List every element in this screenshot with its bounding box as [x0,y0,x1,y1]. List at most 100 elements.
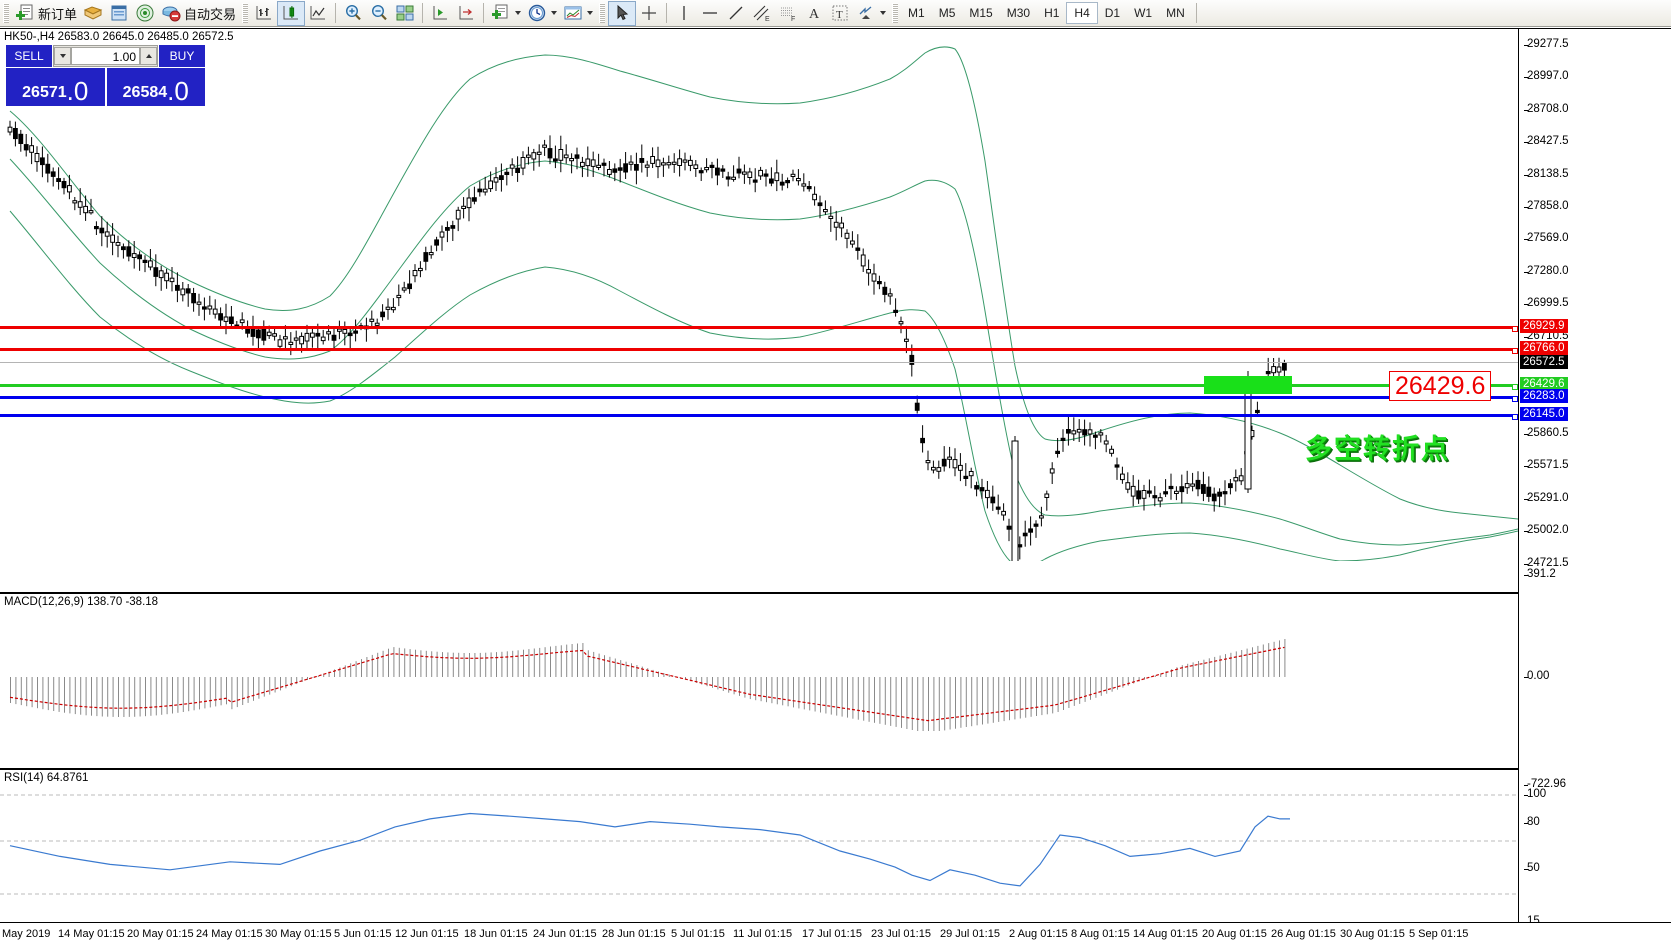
time-axis-label: 12 Jun 01:15 [395,928,459,940]
price-line-26283.0[interactable] [0,396,1518,399]
charts-button[interactable] [80,1,106,26]
text-label-icon: T [830,3,850,23]
autoscroll-button[interactable] [453,1,479,26]
timeframe-mn[interactable]: MN [1159,3,1192,23]
sell-button[interactable]: SELL [6,45,52,67]
buy-price-display[interactable]: 26584 .0 [107,68,206,106]
time-axis-label: 8 Aug 01:15 [1071,928,1130,940]
volume-input[interactable]: 1.00 [71,47,140,65]
buy-button[interactable]: BUY [159,45,205,67]
timeframe-m5[interactable]: M5 [932,3,963,23]
toolbar-grip-3[interactable] [599,3,605,23]
tile-windows-button[interactable] [392,1,418,26]
price-line-26929.9[interactable] [0,326,1518,329]
chevron-down-icon-4[interactable] [880,11,886,15]
time-axis-label: 24 May 01:15 [196,928,263,940]
sell-price-display[interactable]: 26571 .0 [6,68,105,106]
price-callout-label[interactable]: 26429.6 [1389,371,1491,401]
add-indicator-button[interactable] [488,1,524,26]
price-axis-label-26572.5[interactable]: 26572.5 [1520,355,1568,369]
equidistant-channel-button[interactable]: E [749,1,775,26]
price-line-handle[interactable] [1512,326,1518,332]
time-axis-label: 5 Sep 01:15 [1409,928,1468,940]
trendline-button[interactable] [723,1,749,26]
price-line-26766.0[interactable] [0,348,1518,351]
price-line-26572.5[interactable] [0,362,1518,363]
time-axis-label: 20 May 01:15 [127,928,194,940]
price-axis-label-26929.9[interactable]: 26929.9 [1520,319,1568,333]
line-chart-icon [308,3,328,23]
new-order-button[interactable]: 新订单 [12,1,80,26]
price-tick-26999.5: 26999.5 [1527,297,1569,309]
timeframe-h1[interactable]: H1 [1037,3,1066,23]
templates-button[interactable] [560,1,596,26]
horizontal-line-icon [700,3,720,23]
bar-chart-button[interactable] [251,1,277,26]
volume-stepper[interactable]: 1.00 [53,45,158,67]
chart-window[interactable]: HK50-,H4 26583.0 26645.0 26485.0 26572.5… [0,28,1671,949]
volume-increase-button[interactable] [140,47,157,65]
cursor-tool-button[interactable] [608,1,636,26]
time-axis-label: 28 Jun 01:15 [602,928,666,940]
oct-prices-row: 26571 .0 26584 .0 [6,68,205,106]
time-axis-label: 5 Jun 01:15 [334,928,392,940]
timeframe-h4[interactable]: H4 [1066,2,1097,24]
text-label-button[interactable]: T [827,1,853,26]
buy-price-decimal: .0 [167,78,189,104]
timeframe-m30[interactable]: M30 [1000,3,1037,23]
toolbar-grip-4[interactable] [892,3,898,23]
price-tick-28997.0: 28997.0 [1527,70,1569,82]
time-axis-label: 30 May 01:15 [265,928,332,940]
time-axis-label: 20 Aug 01:15 [1202,928,1267,940]
sell-price-decimal: .0 [67,78,89,104]
macd-signal-path [10,647,1284,720]
toolbar-separator-3 [483,3,484,23]
vertical-line-button[interactable] [671,1,697,26]
fibonacci-button[interactable]: F [775,1,801,26]
zoom-in-icon [343,3,363,23]
toolbar-grip-2[interactable] [242,3,248,23]
chinese-note-annotation[interactable]: 多空转折点 [1305,427,1450,466]
chevron-down-icon-3[interactable] [587,11,593,15]
price-axis-label-26283.0[interactable]: 26283.0 [1520,389,1568,403]
toolbar-grip[interactable] [3,3,9,23]
profiles-button[interactable] [106,1,132,26]
time-axis-label: 29 Jul 01:15 [940,928,1000,940]
chart-plot-area[interactable]: HK50-,H4 26583.0 26645.0 26485.0 26572.5… [0,29,1518,922]
line-chart-button[interactable] [305,1,331,26]
timeframe-m1[interactable]: M1 [901,3,932,23]
text-tool-button[interactable]: A [801,1,827,26]
time-axis-label: May 2019 [2,928,50,940]
zoom-out-button[interactable] [366,1,392,26]
price-axis-label-26766.0[interactable]: 26766.0 [1520,341,1568,355]
price-line-handle[interactable] [1512,414,1518,420]
timeframe-w1[interactable]: W1 [1127,3,1159,23]
periodicity-button[interactable] [524,1,560,26]
shift-chart-button[interactable] [427,1,453,26]
arrows-button[interactable] [853,1,889,26]
price-line-handle[interactable] [1512,384,1518,390]
market-watch-button[interactable] [132,1,158,26]
autotrade-button[interactable]: 自动交易 [158,1,239,26]
price-line-handle[interactable] [1512,396,1518,402]
candlestick-chart-button[interactable] [277,1,305,26]
price-axis-label-26145.0[interactable]: 26145.0 [1520,407,1568,421]
one-click-trading-panel[interactable]: SELL 1.00 BUY 26571 .0 [6,45,205,105]
volume-decrease-button[interactable] [54,47,71,65]
channel-icon: E [752,3,772,23]
zoom-in-button[interactable] [340,1,366,26]
chevron-down-icon[interactable] [515,11,521,15]
green-rectangle-annotation[interactable] [1204,376,1292,394]
price-tick-28427.5: 28427.5 [1527,135,1569,147]
crosshair-tool-button[interactable] [636,1,662,26]
timeframe-d1[interactable]: D1 [1098,3,1127,23]
time-axis-label: 30 Aug 01:15 [1340,928,1405,940]
price-line-handle[interactable] [1512,348,1518,354]
chevron-down-icon-2[interactable] [551,11,557,15]
horizontal-line-button[interactable] [697,1,723,26]
macd-svg [0,596,1518,731]
timeframe-m15[interactable]: M15 [962,3,999,23]
price-line-26145.0[interactable] [0,414,1518,417]
